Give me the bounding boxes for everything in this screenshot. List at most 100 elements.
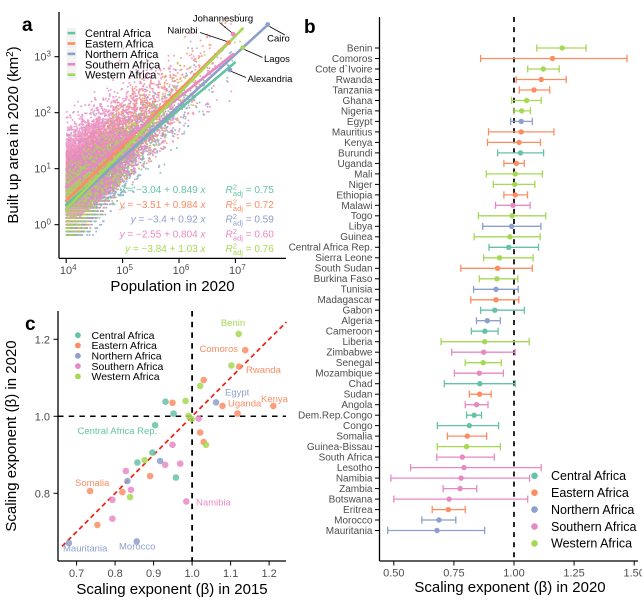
svg-text:Madagascar: Madagascar	[317, 295, 373, 306]
svg-text:Comoros: Comoros	[199, 344, 238, 355]
svg-text:1.50: 1.50	[623, 568, 642, 580]
svg-text:Central Africa: Central Africa	[551, 469, 626, 483]
svg-text:Somalia: Somalia	[336, 432, 373, 443]
svg-text:1.1: 1.1	[223, 568, 238, 580]
svg-text:Mauritania: Mauritania	[63, 544, 108, 555]
svg-text:Central Africa Rep.: Central Africa Rep.	[78, 426, 158, 437]
svg-text:Mali: Mali	[354, 169, 372, 180]
svg-text:Gabon: Gabon	[342, 306, 372, 317]
svg-text:Egypt: Egypt	[347, 117, 373, 128]
svg-text:Eastern Africa: Eastern Africa	[92, 340, 158, 352]
svg-text:Morocco: Morocco	[119, 542, 155, 553]
svg-text:1.0: 1.0	[184, 568, 199, 580]
svg-text:Alexandria: Alexandria	[248, 74, 294, 85]
svg-text:c: c	[25, 314, 36, 335]
svg-text:1.00: 1.00	[503, 568, 524, 580]
svg-text:Cameroon: Cameroon	[326, 327, 373, 338]
svg-text:Scaling exponent (β) in 2020: Scaling exponent (β) in 2020	[414, 579, 605, 596]
svg-text:Namibia: Namibia	[196, 498, 232, 509]
svg-text:Botswana: Botswana	[329, 495, 373, 506]
svg-text:Lesotho: Lesotho	[337, 463, 373, 474]
svg-text:Population in 2020: Population in 2020	[110, 278, 234, 295]
svg-text:Eastern Africa: Eastern Africa	[551, 486, 629, 500]
svg-text:Burundi: Burundi	[338, 148, 372, 159]
svg-text:Western Africa: Western Africa	[85, 70, 157, 82]
svg-text:Lagos: Lagos	[264, 54, 290, 65]
svg-text:Libya: Libya	[349, 222, 373, 233]
svg-text:Tunisia: Tunisia	[341, 285, 373, 296]
svg-text:Central Africa: Central Africa	[92, 330, 155, 342]
svg-text:Tanzania: Tanzania	[332, 85, 372, 96]
svg-text:y = −3.84 + 1.03 x: y = −3.84 + 1.03 x	[124, 244, 206, 255]
svg-text:Central Africa Rep.: Central Africa Rep.	[289, 243, 373, 254]
svg-text:Built up area in 2020 (km2): Built up area in 2020 (km2)	[5, 46, 22, 223]
svg-text:0.8: 0.8	[35, 488, 50, 500]
svg-text:Cote d`Ivoire: Cote d`Ivoire	[315, 63, 373, 75]
svg-text:Uganda: Uganda	[337, 159, 372, 170]
svg-text:y = −3.04 + 0.849 x: y = −3.04 + 0.849 x	[119, 185, 207, 196]
svg-text:Egypt: Egypt	[225, 388, 250, 399]
svg-text:Southern Africa: Southern Africa	[92, 361, 164, 373]
svg-text:Sierra Leone: Sierra Leone	[315, 253, 373, 264]
svg-text:Northern Africa: Northern Africa	[92, 351, 162, 363]
svg-text:1.2: 1.2	[261, 568, 276, 580]
svg-text:Zimbabwe: Zimbabwe	[326, 348, 373, 359]
svg-text:Guinea: Guinea	[340, 232, 373, 243]
svg-text:Central Africa: Central Africa	[85, 28, 152, 40]
svg-text:Southern Africa: Southern Africa	[551, 520, 637, 534]
svg-text:Burkina Faso: Burkina Faso	[314, 274, 373, 285]
svg-text:0.8: 0.8	[107, 568, 122, 580]
svg-text:Malawi: Malawi	[341, 201, 372, 212]
svg-text:a: a	[22, 15, 33, 36]
svg-text:y = −3.51 + 0.984 x: y = −3.51 + 0.984 x	[119, 200, 207, 211]
svg-text:Nigeria: Nigeria	[341, 106, 373, 117]
svg-text:Somalia: Somalia	[75, 478, 110, 489]
svg-text:1.2: 1.2	[35, 334, 50, 346]
svg-text:Johannesburg: Johannesburg	[193, 14, 253, 25]
svg-text:Liberia: Liberia	[342, 337, 372, 348]
svg-text:b: b	[304, 17, 316, 38]
svg-text:Guinea-Bissau: Guinea-Bissau	[307, 442, 373, 453]
svg-text:Angola: Angola	[341, 400, 373, 411]
svg-text:y = −2.55 + 0.804 x: y = −2.55 + 0.804 x	[119, 229, 207, 240]
svg-text:0.50: 0.50	[383, 568, 404, 580]
svg-text:0.9: 0.9	[146, 568, 161, 580]
svg-text:Western Africa: Western Africa	[551, 537, 632, 551]
svg-text:Sudan: Sudan	[344, 390, 373, 401]
svg-text:Cairo: Cairo	[267, 34, 290, 45]
svg-text:Dem.Rep.Congo: Dem.Rep.Congo	[298, 411, 373, 422]
svg-text:South Africa: South Africa	[319, 453, 373, 464]
svg-text:Uganda: Uganda	[228, 399, 262, 410]
svg-text:Zambia: Zambia	[339, 484, 373, 495]
svg-text:Benin: Benin	[221, 318, 245, 329]
svg-text:0.7: 0.7	[69, 568, 84, 580]
svg-text:South Sudan: South Sudan	[315, 264, 373, 275]
svg-text:Northern Africa: Northern Africa	[551, 503, 634, 517]
svg-text:Ghana: Ghana	[342, 96, 372, 107]
svg-text:Mozambique: Mozambique	[315, 369, 373, 380]
svg-text:Scaling exponent (β) in 2015: Scaling exponent (β) in 2015	[76, 581, 267, 598]
svg-text:Ethiopia: Ethiopia	[336, 190, 373, 201]
svg-text:Comoros: Comoros	[332, 54, 373, 65]
svg-text:Kenya: Kenya	[344, 138, 373, 149]
svg-text:Kenya: Kenya	[261, 394, 289, 405]
svg-text:Congo: Congo	[343, 421, 373, 432]
svg-text:Northern Africa: Northern Africa	[85, 49, 159, 61]
svg-text:Mauritania: Mauritania	[326, 526, 373, 537]
svg-text:Rwanda: Rwanda	[336, 75, 373, 86]
svg-text:Morocco: Morocco	[334, 515, 373, 526]
svg-text:Senegal: Senegal	[336, 358, 373, 369]
svg-text:1.0: 1.0	[35, 411, 50, 423]
svg-text:Rwanda: Rwanda	[246, 365, 282, 376]
svg-text:Scaling exponent (β) in 2020: Scaling exponent (β) in 2020	[3, 340, 20, 531]
svg-text:Chad: Chad	[349, 379, 373, 390]
svg-text:Namibia: Namibia	[336, 474, 373, 485]
svg-text:Western Africa: Western Africa	[92, 371, 160, 383]
svg-text:y = −3.4 + 0.92 x: y = −3.4 + 0.92 x	[130, 215, 207, 226]
svg-text:Southern Africa: Southern Africa	[85, 59, 161, 71]
